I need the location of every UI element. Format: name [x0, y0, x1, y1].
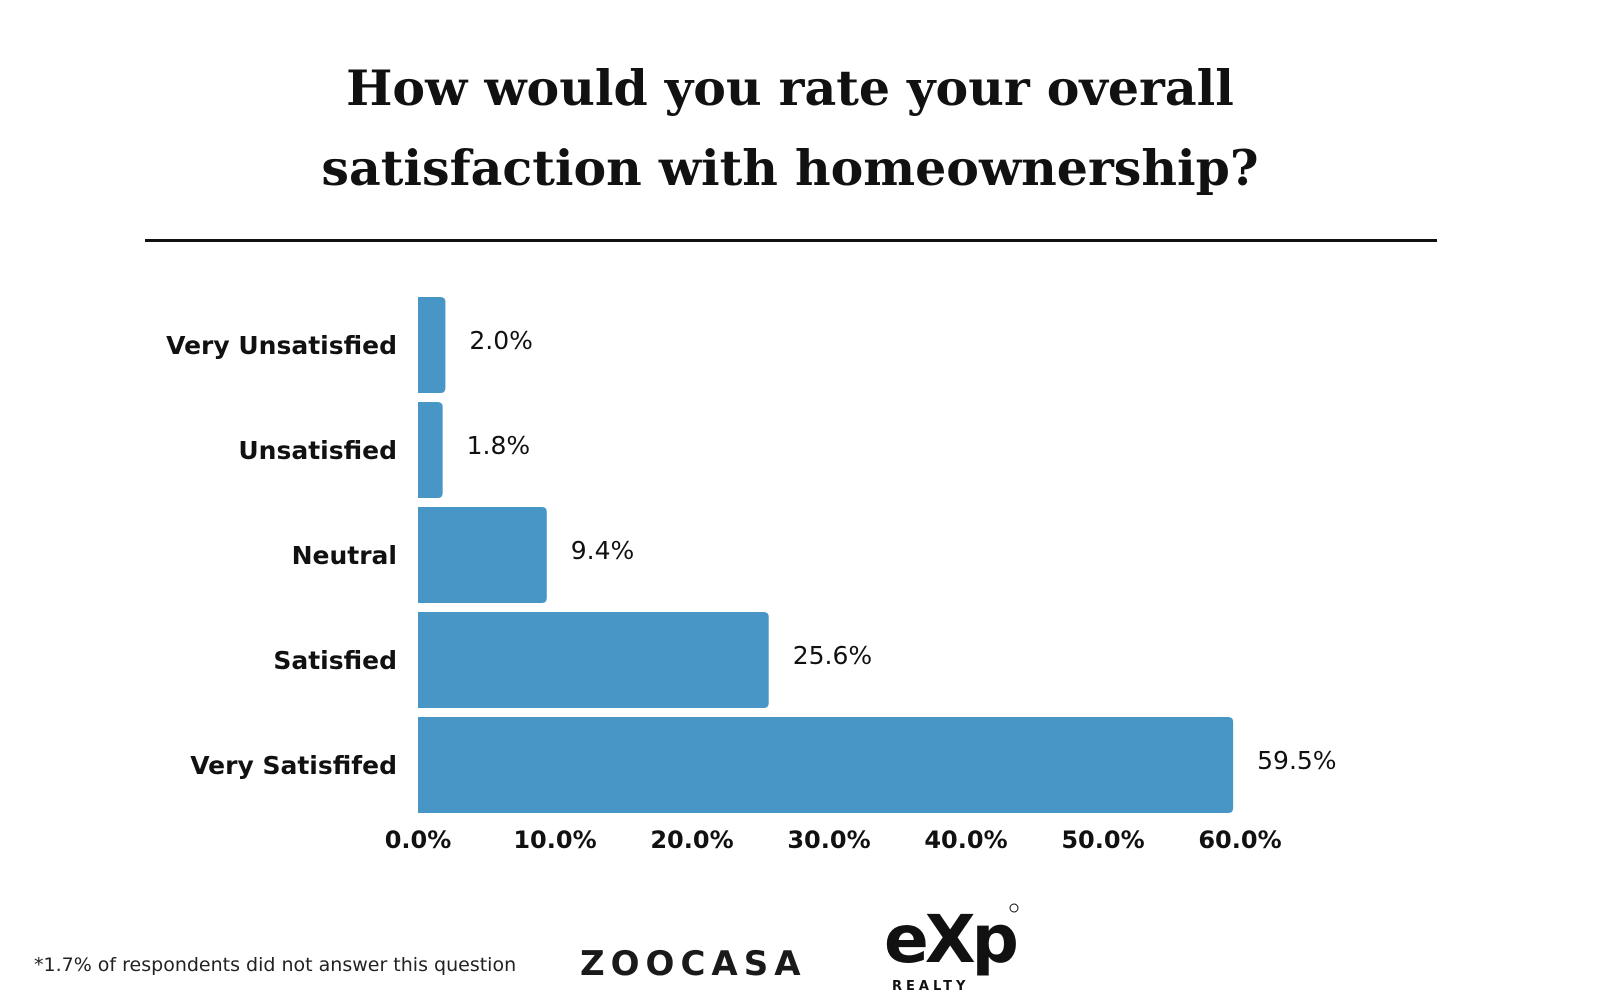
bar	[418, 717, 1234, 813]
category-label: Unsatisfied	[238, 436, 397, 465]
data-label: 59.5%	[1257, 746, 1336, 775]
category-label: Neutral	[292, 541, 397, 570]
data-label: 2.0%	[469, 326, 533, 355]
category-label: Very Satisfifed	[190, 751, 397, 780]
data-label: 25.6%	[793, 641, 872, 670]
exp-logo-text: eXp	[884, 901, 1017, 978]
chart-title: How would you rate your overall satisfac…	[240, 48, 1340, 208]
x-tick-label: 40.0%	[924, 826, 1007, 854]
category-label: Very Unsatisfied	[166, 331, 397, 360]
data-label: 9.4%	[571, 536, 635, 565]
x-tick-label: 60.0%	[1198, 826, 1281, 854]
category-label: Satisfied	[273, 646, 397, 675]
x-tick-label: 30.0%	[787, 826, 870, 854]
bar	[418, 297, 446, 393]
footnote: *1.7% of respondents did not answer this…	[34, 954, 517, 976]
bar-chart: Very Unsatisfied 2.0% Unsatisfied 1.8% Neutr…	[166, 297, 1337, 854]
exp-logo-subtext: REALTY	[892, 979, 969, 994]
registered-mark-icon	[1009, 903, 1019, 913]
x-tick-label: 50.0%	[1061, 826, 1144, 854]
x-tick-label: 0.0%	[385, 826, 452, 854]
x-tick-label: 10.0%	[513, 826, 596, 854]
zoocasa-logo: ZOOCASA	[580, 944, 807, 984]
bar	[418, 507, 547, 603]
data-label: 1.8%	[467, 431, 531, 460]
zoocasa-logo-text: ZOOCASA	[580, 944, 807, 984]
title-divider	[145, 239, 1437, 242]
bar	[418, 612, 769, 708]
chart-title-line2: satisfaction with homeownership?	[321, 139, 1259, 197]
x-tick-label: 20.0%	[650, 826, 733, 854]
chart-title-line1: How would you rate your overall	[346, 59, 1234, 117]
bar	[418, 402, 443, 498]
exp-realty-logo: eXp REALTY	[884, 901, 1021, 994]
